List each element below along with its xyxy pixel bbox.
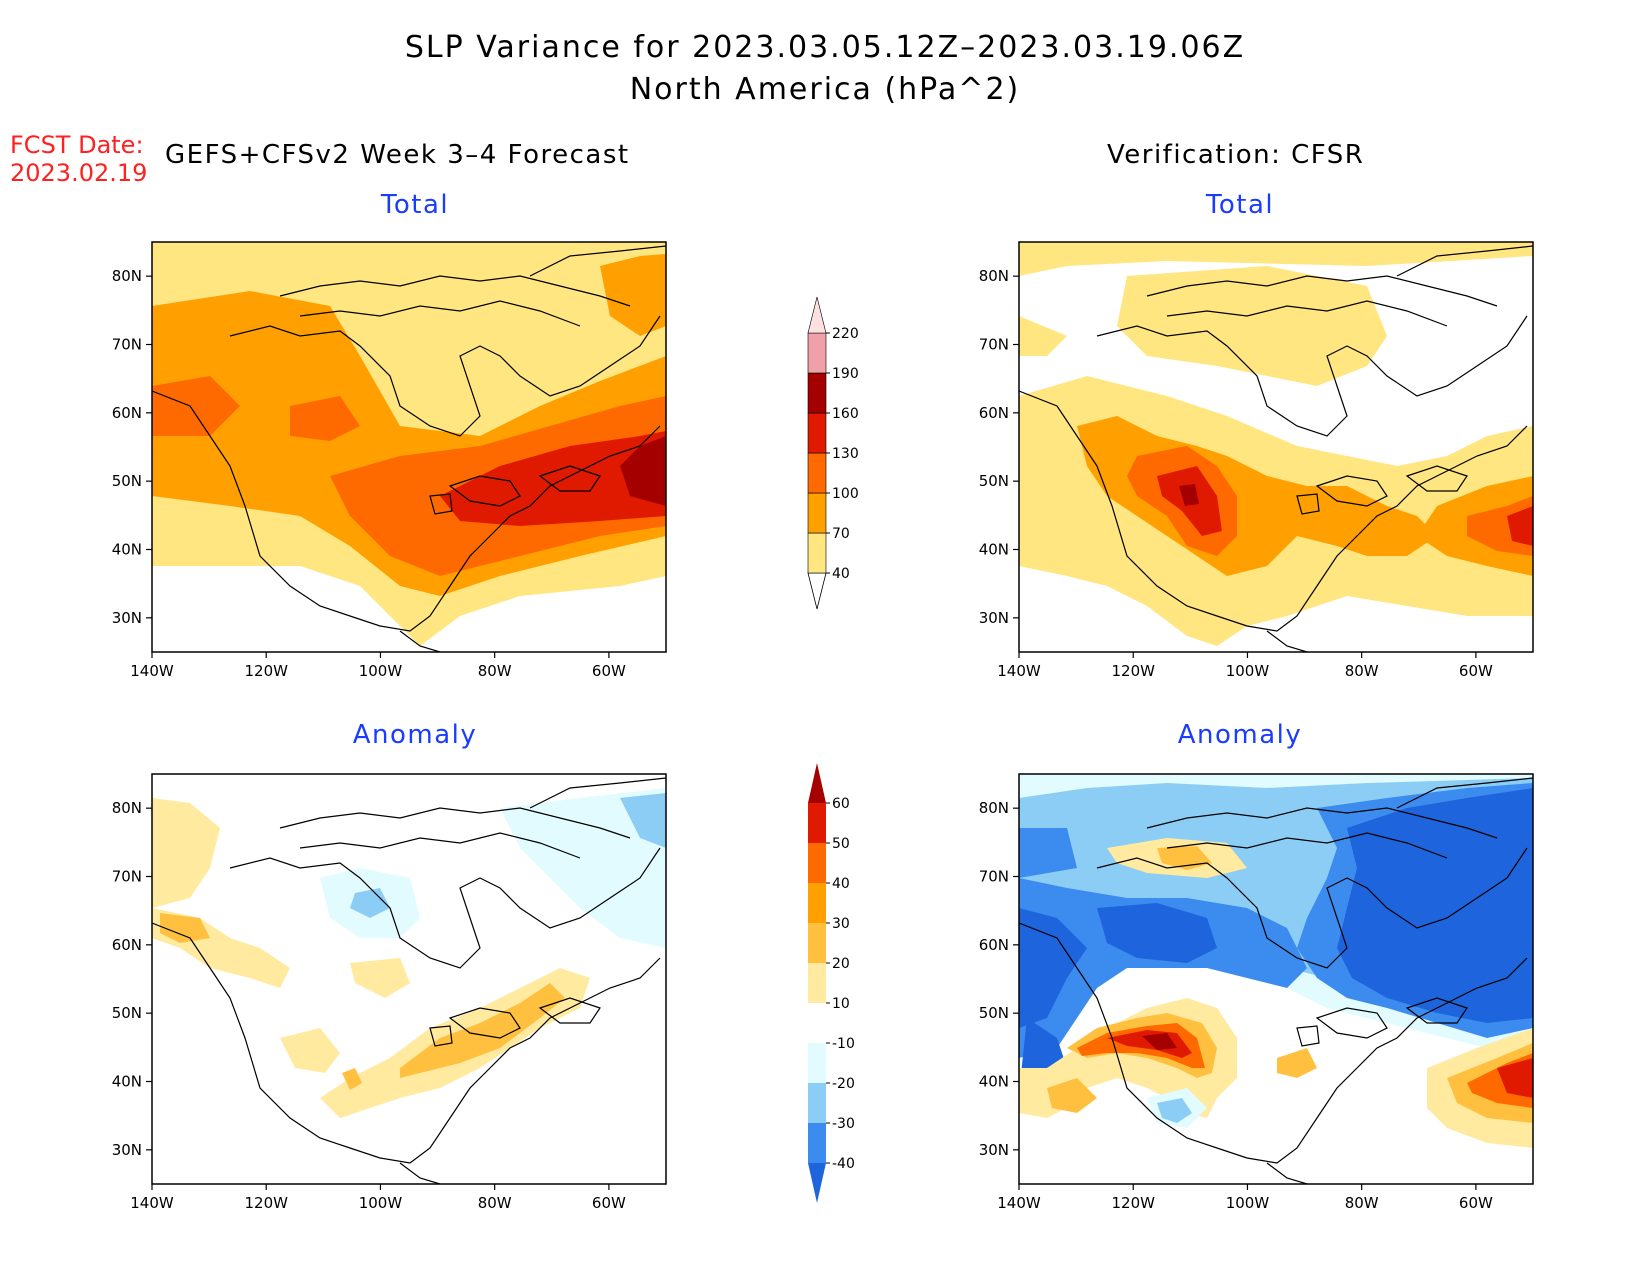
lon-tick-label: 60W <box>592 1194 626 1208</box>
colorbar-anomaly-label: -30 <box>832 1116 855 1132</box>
colorbar-anomaly-swatch <box>808 1083 826 1123</box>
map-verification-total: 140W 120W 100W 80W 60W 80N 70N 60N 50N 40N 30N <box>979 241 1534 676</box>
forecast-header: GEFS+CFSv2 Week 3–4 Forecast <box>165 140 630 170</box>
colorbar-total-label: 70 <box>832 526 850 542</box>
colorbar-anomaly-label: 40 <box>832 876 850 892</box>
lon-tick-label: 80W <box>1345 662 1379 676</box>
lat-tick-label: 50N <box>979 472 1009 490</box>
colorbar-total-label: 40 <box>832 566 850 582</box>
lon-tick-label: 60W <box>1459 662 1493 676</box>
lat-tick-label: 60N <box>112 936 142 954</box>
colorbar-total-label: 220 <box>832 326 859 342</box>
lon-tick-label: 140W <box>130 662 174 676</box>
lat-tick-label: 80N <box>979 267 1009 285</box>
colorbar-total-upper-extend <box>807 296 827 334</box>
colorbar-total-label: 160 <box>832 406 859 422</box>
colorbar-anomaly-swatch <box>808 1043 826 1083</box>
colorbar-total-label: 100 <box>832 486 859 502</box>
lon-tick-label: 120W <box>244 1194 288 1208</box>
lat-tick-label: 80N <box>979 799 1009 817</box>
colorbar-anomaly-swatch <box>808 883 826 923</box>
colorbar-anomaly-upper-extend <box>808 763 826 803</box>
lat-tick-label: 40N <box>112 1073 142 1091</box>
colorbar-anomaly: -40 -30 -20 -10 10 20 30 40 50 60 <box>808 763 855 1203</box>
lat-tick-label: 60N <box>979 404 1009 422</box>
colorbar-anomaly-swatch <box>808 1123 826 1163</box>
colorbar-total-label: 130 <box>832 446 859 462</box>
colorbar-anomaly-swatch <box>808 923 826 963</box>
lat-tick-label: 50N <box>112 1004 142 1022</box>
lon-tick-label: 100W <box>359 1194 403 1208</box>
lat-tick-label: 30N <box>112 1141 142 1159</box>
colorbar-total-swatch <box>807 372 827 414</box>
colorbar-total-swatch <box>807 332 827 374</box>
lat-tick-label: 50N <box>112 472 142 490</box>
lon-tick-label: 60W <box>592 662 626 676</box>
fcst-date-label: FCST Date: <box>10 131 144 159</box>
lon-tick-label: 140W <box>130 1194 174 1208</box>
lat-tick-label: 40N <box>979 541 1009 559</box>
lon-tick-label: 100W <box>359 662 403 676</box>
lat-tick-label: 40N <box>979 1073 1009 1091</box>
subtitle-top-right: Total <box>1205 190 1275 220</box>
map-forecast-anomaly: 140W 120W 100W 80W 60W 80N 70N 60N 50N 40N 30N <box>112 773 667 1208</box>
colorbar-total-swatch <box>807 452 827 494</box>
subtitle-bottom-left: Anomaly <box>352 720 478 750</box>
verification-header: Verification: CFSR <box>1107 140 1365 170</box>
lon-tick-label: 80W <box>1345 1194 1379 1208</box>
lon-tick-label: 120W <box>1111 662 1155 676</box>
colorbar-anomaly-label: -10 <box>832 1036 855 1052</box>
colorbar-anomaly-swatch <box>808 843 826 883</box>
lon-tick-label: 120W <box>244 662 288 676</box>
map-forecast-total: 140W 120W 100W 80W 60W 80N 70N 60N 50N 40N 30N <box>112 241 667 676</box>
lon-tick-label: 100W <box>1226 1194 1270 1208</box>
colorbar-anomaly-lower-extend <box>808 1163 826 1203</box>
lat-tick-label: 70N <box>112 868 142 886</box>
colorbar-total: 40 70 100 130 160 190 220 <box>807 296 859 610</box>
title-line-2: North America (hPa^2) <box>629 72 1021 107</box>
subtitle-bottom-right: Anomaly <box>1177 720 1303 750</box>
lat-tick-label: 30N <box>979 1141 1009 1159</box>
colorbar-anomaly-label: 60 <box>832 796 850 812</box>
lon-tick-label: 140W <box>997 1194 1041 1208</box>
colorbar-total-label: 190 <box>832 366 859 382</box>
colorbar-anomaly-swatch <box>808 1003 826 1043</box>
lon-tick-label: 100W <box>1226 662 1270 676</box>
colorbar-total-swatch <box>807 492 827 534</box>
lat-tick-label: 70N <box>979 868 1009 886</box>
colorbar-anomaly-label: 30 <box>832 916 850 932</box>
lat-tick-label: 80N <box>112 267 142 285</box>
colorbar-anomaly-swatch <box>808 963 826 1003</box>
colorbar-anomaly-label: -40 <box>832 1156 855 1172</box>
colorbar-anomaly-swatch <box>808 803 826 843</box>
colorbar-total-lower-extend <box>807 572 827 610</box>
lat-tick-label: 60N <box>112 404 142 422</box>
colorbar-anomaly-label: 50 <box>832 836 850 852</box>
colorbar-anomaly-label: 20 <box>832 956 850 972</box>
lon-tick-label: 80W <box>478 662 512 676</box>
lat-tick-label: 30N <box>112 609 142 627</box>
colorbar-anomaly-label: -20 <box>832 1076 855 1092</box>
lon-tick-label: 60W <box>1459 1194 1493 1208</box>
lat-tick-label: 70N <box>979 336 1009 354</box>
lon-tick-label: 80W <box>478 1194 512 1208</box>
lat-tick-label: 30N <box>979 609 1009 627</box>
title-line-1: SLP Variance for 2023.03.05.12Z–2023.03.… <box>404 30 1246 65</box>
lon-tick-label: 140W <box>997 662 1041 676</box>
fcst-date-value: 2023.02.19 <box>10 159 148 187</box>
lat-tick-label: 70N <box>112 336 142 354</box>
lon-tick-label: 120W <box>1111 1194 1155 1208</box>
lat-tick-label: 50N <box>979 1004 1009 1022</box>
map-verification-anomaly: 140W 120W 100W 80W 60W 80N 70N 60N 50N 40N 30N <box>979 773 1534 1208</box>
lat-tick-label: 60N <box>979 936 1009 954</box>
lat-tick-label: 80N <box>112 799 142 817</box>
lat-tick-label: 40N <box>112 541 142 559</box>
colorbar-total-swatch <box>807 412 827 454</box>
subtitle-top-left: Total <box>380 190 450 220</box>
colorbar-anomaly-label: 10 <box>832 996 850 1012</box>
colorbar-total-swatch <box>807 532 827 574</box>
